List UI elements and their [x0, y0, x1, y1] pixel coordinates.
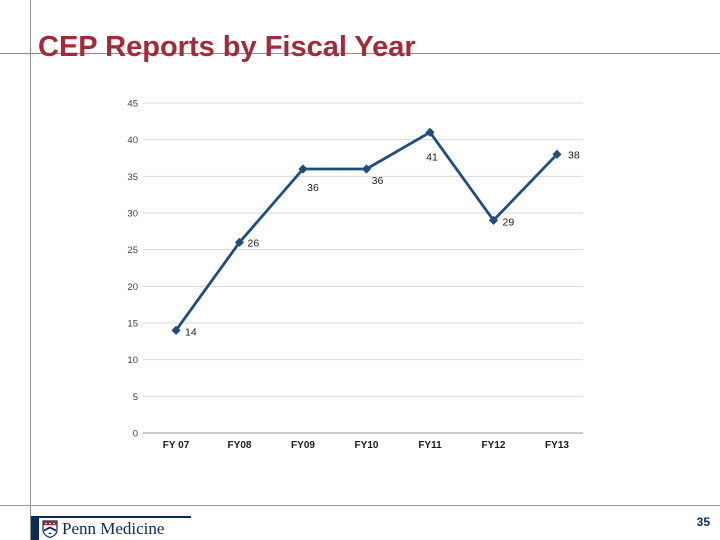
y-tick-label: 35 [127, 172, 138, 183]
y-tick-label: 20 [127, 282, 138, 293]
data-point-label: 29 [503, 216, 515, 228]
x-tick-label: FY12 [482, 440, 506, 451]
title-divider-rule [0, 53, 720, 54]
y-tick-label: 45 [127, 99, 138, 110]
data-point-marker [171, 325, 181, 335]
data-point-marker [361, 164, 372, 174]
page-title: CEP Reports by Fiscal Year [38, 31, 416, 64]
data-point-marker [552, 149, 562, 159]
slide-page-number: 35 [696, 515, 710, 529]
footer-divider-rule [0, 505, 720, 506]
left-margin-rule [30, 0, 31, 540]
data-point-label: 36 [372, 175, 384, 187]
gridlines [143, 102, 583, 434]
series-line [174, 130, 559, 332]
data-point-label: 26 [248, 237, 260, 249]
penn-shield-icon [42, 520, 58, 539]
data-point-marker [234, 237, 245, 247]
data-point-marker [425, 127, 435, 137]
data-point-label: 36 [307, 182, 319, 194]
footer-accent-bar [31, 516, 39, 540]
x-tick-label: FY09 [291, 440, 315, 451]
y-tick-label: 0 [133, 429, 138, 440]
y-tick-label: 25 [127, 245, 138, 256]
footer-logo-rule [39, 516, 191, 518]
x-tick-label: FY10 [355, 440, 379, 451]
data-point-label: 38 [568, 149, 580, 161]
y-tick-label: 30 [127, 209, 138, 220]
footer-logo: Penn Medicine [42, 519, 164, 539]
y-tick-label: 10 [127, 355, 138, 366]
x-tick-label: FY 07 [163, 440, 190, 451]
data-point-marker [298, 164, 308, 174]
x-tick-label: FY08 [228, 440, 252, 451]
y-tick-label: 5 [133, 392, 138, 403]
data-point-markers [171, 127, 562, 335]
y-axis-tick-labels: 0 5 10 15 20 25 30 35 40 45 [127, 99, 138, 440]
y-tick-label: 40 [127, 135, 138, 146]
y-tick-label: 15 [127, 319, 138, 330]
data-point-marker [488, 215, 499, 225]
x-tick-label: FY11 [418, 440, 442, 451]
data-point-label: 41 [426, 151, 438, 163]
x-axis-tick-labels: FY 07 FY08 FY09 FY10 FY11 FY12 FY13 [163, 440, 570, 451]
footer-logo-text: Penn Medicine [62, 519, 165, 538]
data-point-labels: 14 26 36 36 41 29 38 [185, 149, 580, 338]
data-point-label: 14 [185, 326, 197, 338]
x-tick-label: FY13 [545, 440, 569, 451]
